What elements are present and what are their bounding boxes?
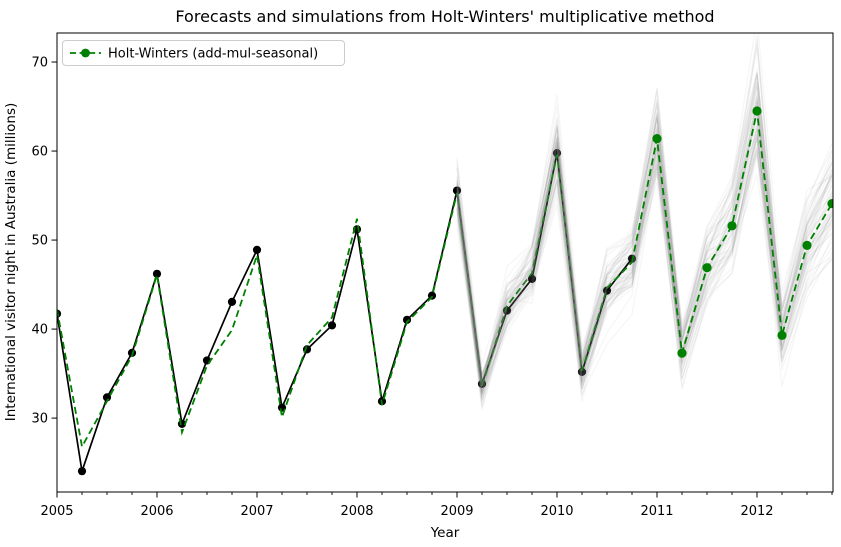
simulation-path xyxy=(456,125,833,403)
simulation-path xyxy=(456,134,833,389)
observed-point xyxy=(552,148,562,158)
plot-series xyxy=(57,33,833,476)
x-tick-label: 2009 xyxy=(440,504,473,519)
legend-sample-marker-icon xyxy=(81,48,90,58)
simulation-path xyxy=(456,81,833,385)
simulation-path xyxy=(456,136,833,392)
chart-title: Forecasts and simulations from Holt-Wint… xyxy=(175,7,714,26)
simulation-path xyxy=(456,82,833,387)
simulation-path xyxy=(456,72,833,387)
forecast-point xyxy=(827,198,833,209)
y-tick-label: 40 xyxy=(31,323,48,338)
legend: Holt-Winters (add-mul-seasonal) xyxy=(62,40,345,66)
y-axis-label: International visitor night in Australia… xyxy=(3,103,19,422)
simulation-path xyxy=(456,47,833,379)
observed-point xyxy=(327,321,337,330)
legend-label: Holt-Winters (add-mul-seasonal) xyxy=(108,47,318,62)
y-tick-label: 70 xyxy=(31,56,48,71)
simulation-path xyxy=(456,68,833,381)
simulation-path xyxy=(456,136,833,388)
simulation-path xyxy=(456,143,833,407)
simulation-path xyxy=(456,87,833,394)
observed-point xyxy=(452,186,462,195)
simulation-path xyxy=(456,86,833,376)
simulation-path xyxy=(456,85,833,384)
simulation-path xyxy=(456,43,833,366)
simulation-path xyxy=(456,145,833,402)
forecast-point xyxy=(727,221,737,231)
simulation-path xyxy=(456,82,833,388)
simulation-path xyxy=(456,111,833,399)
observed-point xyxy=(77,467,87,476)
simulation-path xyxy=(456,73,833,378)
forecast-point xyxy=(777,330,787,340)
forecast-point xyxy=(752,106,762,116)
simulation-path xyxy=(456,102,833,397)
axes-spines xyxy=(56,32,834,493)
x-tick-label: 2007 xyxy=(240,504,273,519)
simulation-path xyxy=(456,101,833,384)
simulation-path xyxy=(456,145,833,408)
simulation-path xyxy=(456,73,833,376)
simulation-path xyxy=(456,168,833,400)
simulation-path xyxy=(456,150,833,392)
simulation-path xyxy=(456,100,833,378)
x-axis-label: Year xyxy=(430,525,460,541)
simulation-path xyxy=(456,105,833,389)
simulation-path xyxy=(456,129,833,411)
forecast-point xyxy=(802,240,812,251)
x-tick-label: 2010 xyxy=(540,504,573,519)
simulation-path xyxy=(456,34,833,383)
x-tick-label: 2011 xyxy=(640,504,673,519)
observed-point xyxy=(227,297,237,306)
simulation-path xyxy=(456,137,833,394)
forecast-point xyxy=(702,263,712,273)
simulation-path xyxy=(456,135,833,382)
fitted-line xyxy=(57,154,633,450)
simulation-path xyxy=(456,153,833,387)
simulation-path xyxy=(456,128,833,402)
observed-point xyxy=(527,274,537,283)
simulation-path xyxy=(456,98,833,385)
x-tick-label: 2005 xyxy=(40,504,73,519)
simulation-path xyxy=(456,71,833,400)
simulation-path xyxy=(456,94,833,388)
simulation-path xyxy=(456,123,833,404)
y-tick-label: 60 xyxy=(31,145,48,160)
simulation-path xyxy=(456,73,833,377)
simulation-path xyxy=(456,147,833,393)
observed-point xyxy=(577,367,587,377)
simulation-path xyxy=(456,153,833,394)
simulation-path xyxy=(456,117,833,395)
simulation-path xyxy=(456,39,833,375)
simulation-path xyxy=(456,124,833,397)
simulation-path xyxy=(456,135,833,381)
forecast-point xyxy=(652,133,662,144)
y-tick-label: 50 xyxy=(31,234,48,249)
x-tick-label: 2008 xyxy=(340,504,373,519)
x-tick-label: 2012 xyxy=(740,504,773,519)
axis-ticks: 2005 2006 2007 2008 2009 2010 2011 2012 30 40 50 60… xyxy=(31,56,833,519)
observed-point xyxy=(152,269,162,278)
observed-point xyxy=(427,291,437,300)
forecast-point xyxy=(677,348,687,358)
y-tick-label: 30 xyxy=(31,412,48,427)
observed-point xyxy=(502,306,512,315)
legend-box xyxy=(62,40,345,66)
simulation-path xyxy=(456,104,833,386)
observed-point xyxy=(102,393,112,402)
x-tick-label: 2006 xyxy=(140,504,173,519)
simulation-path xyxy=(456,97,833,383)
observed-point xyxy=(252,245,262,254)
simulation-path xyxy=(456,33,833,395)
simulation-path xyxy=(456,93,833,382)
simulation-path xyxy=(456,109,833,382)
observed-point xyxy=(402,315,412,324)
